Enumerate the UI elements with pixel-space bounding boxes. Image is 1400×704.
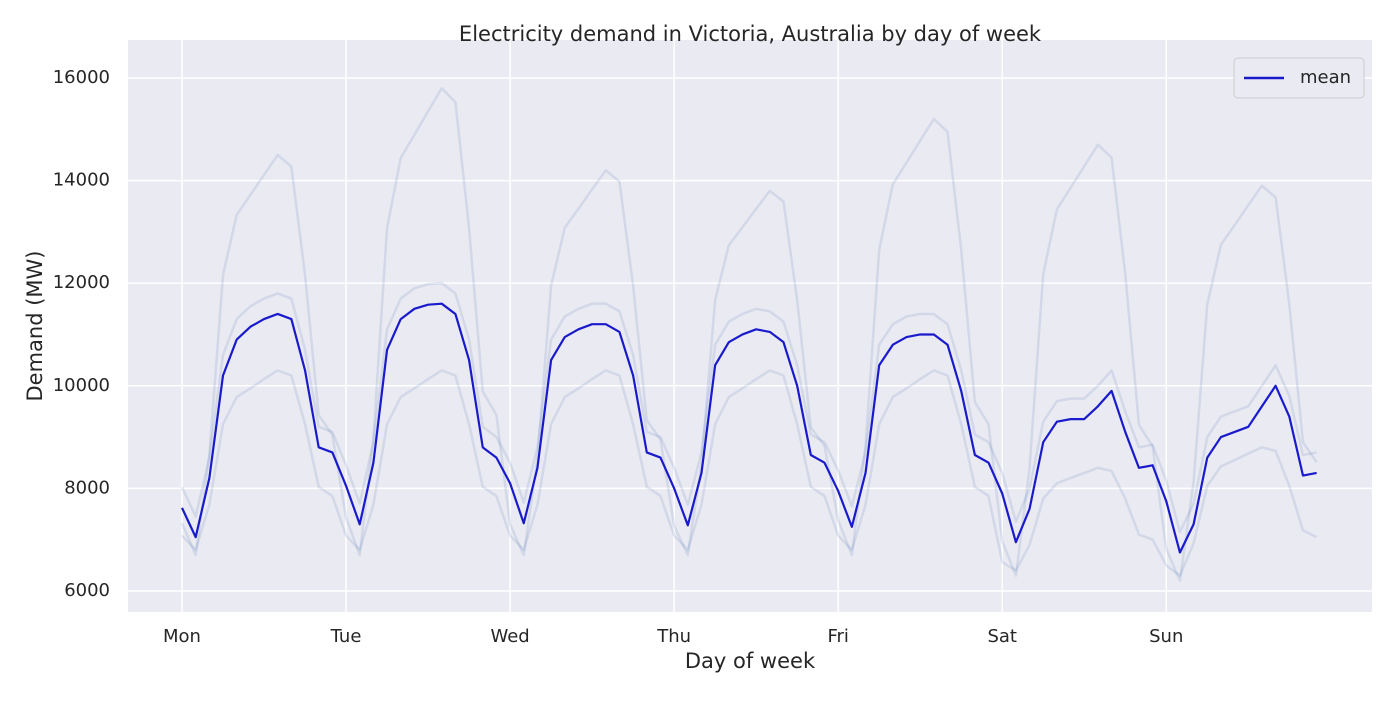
line bbox=[180, 86, 1318, 582]
x-tick-label: Sun bbox=[1149, 626, 1183, 647]
x-tick-label: Mon bbox=[163, 626, 201, 647]
x-tick-label: Fri bbox=[827, 626, 848, 647]
x-tick-label: Thu bbox=[656, 626, 691, 647]
chart-title: Electricity demand in Victoria, Australi… bbox=[459, 22, 1042, 46]
y-tick-label: 16000 bbox=[53, 67, 110, 88]
line bbox=[181, 369, 1318, 577]
y-tick-label: 10000 bbox=[53, 375, 110, 396]
y-tick-label: 12000 bbox=[53, 272, 110, 293]
y-axis-label: Demand (MW) bbox=[23, 251, 47, 402]
line bbox=[180, 281, 1317, 534]
x-tick-label: Tue bbox=[330, 626, 362, 647]
legend-box bbox=[1233, 57, 1365, 99]
y-tick-label: 14000 bbox=[53, 170, 110, 191]
x-tick-label: Sat bbox=[987, 626, 1017, 647]
line bbox=[181, 302, 1317, 554]
plot-area bbox=[128, 40, 1372, 612]
y-tick-label: 6000 bbox=[64, 580, 110, 601]
x-axis-label: Day of week bbox=[685, 649, 816, 673]
x-tick-label: Wed bbox=[490, 626, 529, 647]
legend-label: mean bbox=[1300, 67, 1351, 88]
y-tick-label: 8000 bbox=[64, 477, 110, 498]
